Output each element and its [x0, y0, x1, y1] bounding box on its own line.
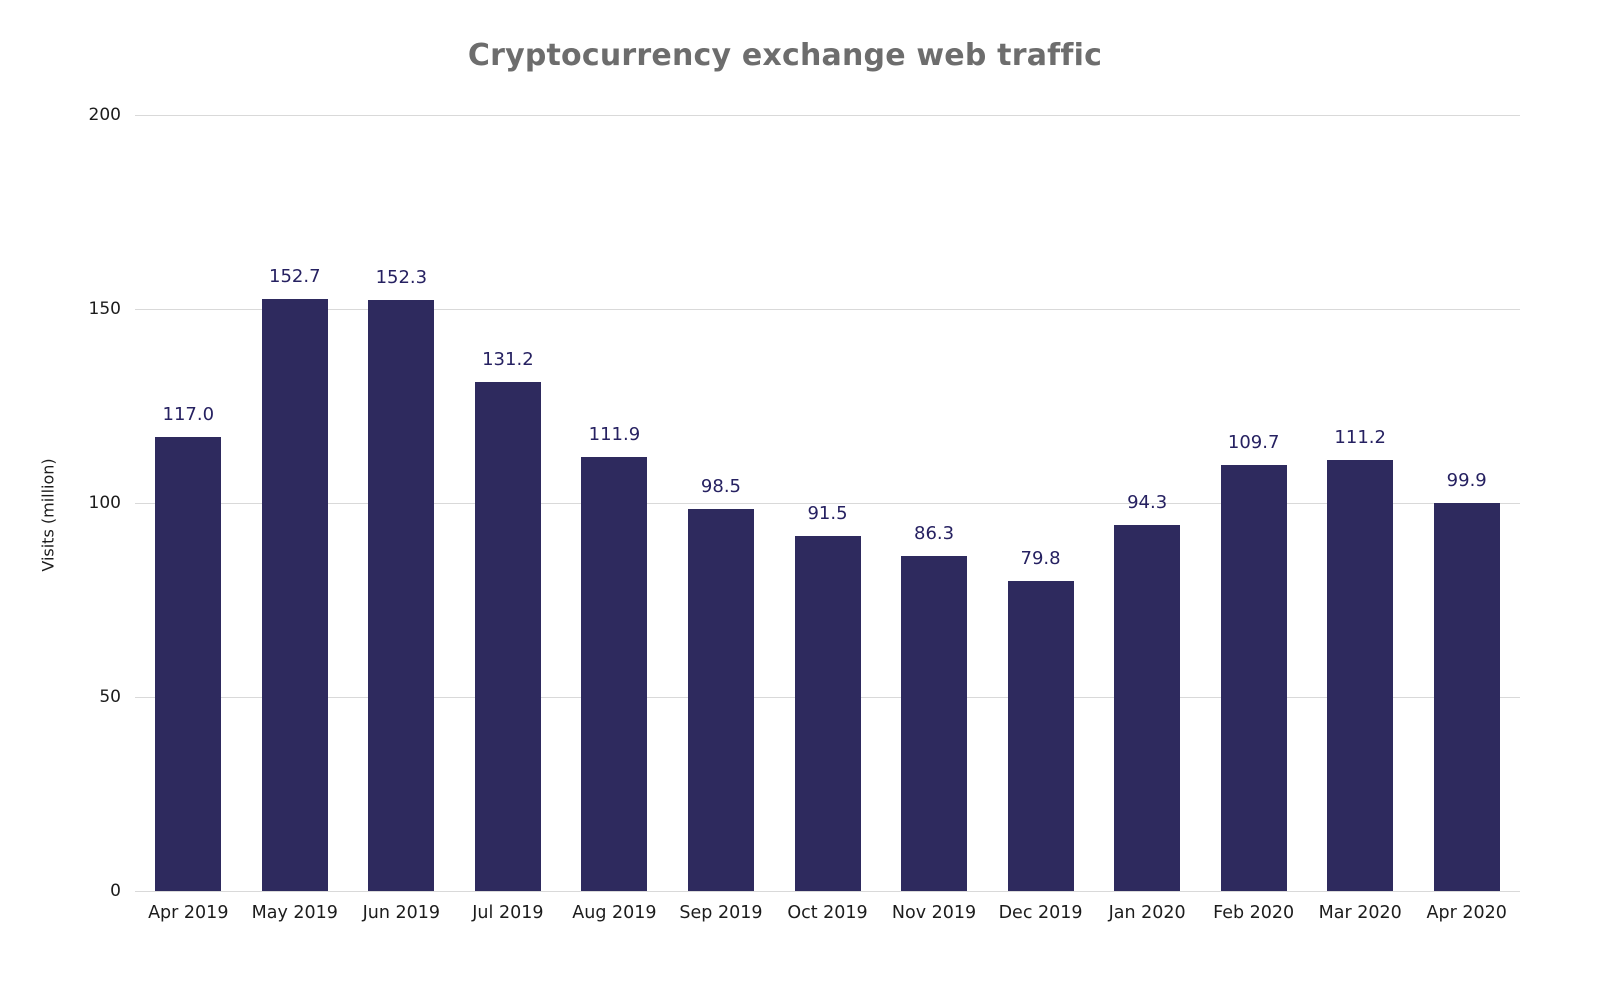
value-label-apr-2019: 117.0	[162, 404, 215, 426]
value-label-apr-2020: 99.9	[1446, 470, 1487, 492]
y-tick-label: 150	[88, 299, 121, 319]
bar-mar-2020	[1327, 459, 1394, 891]
bar-jan-2020	[1114, 525, 1181, 891]
value-label-jul-2019: 131.2	[482, 348, 534, 370]
value-label-feb-2020: 109.7	[1227, 432, 1280, 454]
y-axis-title: Visits (million)	[38, 458, 58, 572]
y-tick-label: 100	[88, 493, 121, 513]
bar-nov-2019	[901, 556, 968, 891]
value-label-nov-2019: 86.3	[913, 523, 955, 545]
x-tick-label-may-2019: May 2019	[251, 903, 338, 923]
x-tick-label-oct-2019: Oct 2019	[787, 903, 868, 923]
x-tick-label-dec-2019: Dec 2019	[998, 903, 1083, 923]
value-label-aug-2019: 111.9	[588, 423, 641, 445]
x-tick-label-feb-2020: Feb 2020	[1213, 903, 1295, 923]
bar-aug-2019	[581, 456, 648, 891]
value-label-dec-2019: 79.8	[1020, 548, 1061, 570]
x-tick-label-aug-2019: Aug 2019	[572, 903, 657, 923]
gridline	[135, 503, 1520, 504]
x-tick-label-jun-2019: Jun 2019	[362, 903, 441, 923]
x-tick-label-mar-2020: Mar 2020	[1318, 903, 1402, 923]
x-tick-label-jul-2019: Jul 2019	[472, 903, 544, 923]
bar-sep-2019	[687, 508, 754, 891]
bar-feb-2020	[1220, 465, 1287, 891]
bar-apr-2019	[155, 437, 222, 891]
gridline	[135, 891, 1520, 892]
bar-oct-2019	[794, 535, 861, 891]
x-tick-label-sep-2019: Sep 2019	[679, 903, 763, 923]
bar-apr-2020	[1433, 503, 1500, 891]
x-tick-label-jan-2020: Jan 2020	[1108, 903, 1186, 923]
gridline	[135, 309, 1520, 310]
x-tick-label-apr-2020: Apr 2020	[1426, 903, 1507, 923]
value-label-oct-2019: 91.5	[807, 502, 848, 524]
bar-jun-2019	[368, 300, 435, 891]
y-tick-label: 0	[110, 881, 121, 901]
gridline	[135, 115, 1520, 116]
x-tick-label-apr-2019: Apr 2019	[148, 903, 229, 923]
y-tick-label: 50	[99, 687, 121, 707]
value-label-sep-2019: 98.5	[700, 475, 741, 497]
bar-may-2019	[261, 298, 328, 891]
bar-jul-2019	[474, 381, 541, 891]
y-tick-label: 200	[88, 105, 121, 125]
plot-area: 0 50 100 150 200 117.0 Apr 2019 152.7 May 2019 15…	[89, 105, 1520, 923]
chart-title: Cryptocurrency exchange web traffic	[467, 38, 1103, 73]
value-label-jun-2019: 152.3	[375, 267, 428, 289]
bar-dec-2019	[1007, 581, 1074, 891]
value-label-mar-2020: 111.2	[1334, 426, 1386, 448]
x-tick-label-nov-2019: Nov 2019	[891, 903, 977, 923]
value-label-may-2019: 152.7	[269, 265, 321, 287]
value-label-jan-2020: 94.3	[1127, 492, 1168, 514]
